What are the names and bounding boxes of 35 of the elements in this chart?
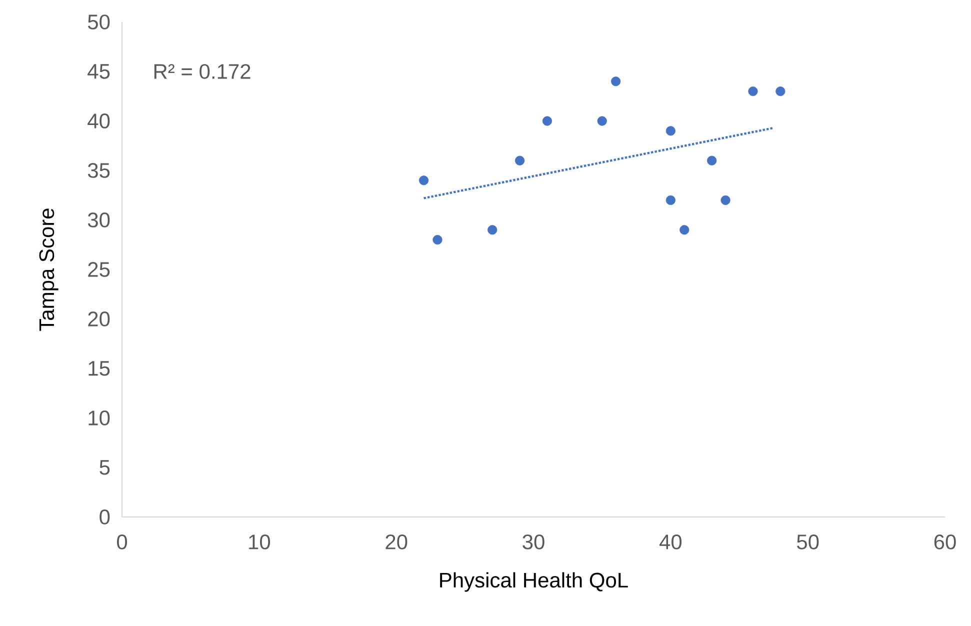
point (666, 195, 676, 205)
point (666, 126, 676, 136)
y-tick-label: 35 (88, 163, 110, 178)
y-tick-label: 45 (88, 64, 110, 79)
y-tick-label: 20 (88, 312, 110, 326)
x-axis-title: Physical Health QoL (440, 572, 628, 592)
y-tick-label: 25 (88, 262, 110, 277)
y-tick-label: 15 (88, 361, 110, 376)
y-tick-label: 40 (88, 114, 110, 128)
y-tick-label: 0 (100, 510, 110, 524)
point (680, 225, 690, 235)
point (748, 86, 758, 96)
point (707, 156, 717, 166)
x-tick-label: 40 (659, 534, 682, 550)
annotation: R² = 0.172 (154, 64, 250, 79)
point (514, 156, 525, 166)
y-tick-label: 5 (100, 460, 110, 475)
x-tick-label: 60 (934, 534, 956, 550)
point (720, 195, 730, 205)
point (418, 176, 429, 186)
x-tick-label: 50 (797, 534, 819, 550)
point (432, 234, 442, 245)
x-tick-label: 10 (249, 534, 270, 550)
point (542, 116, 552, 126)
y-axis-title: Tampa Score (39, 208, 58, 331)
point (488, 225, 498, 235)
point (597, 116, 607, 126)
y-tick-label: 30 (88, 212, 110, 228)
x-tick-label: 0 (116, 534, 128, 550)
y-tick-label: 10 (88, 410, 110, 426)
y-tick-label: 50 (88, 14, 110, 30)
point (776, 86, 786, 96)
x-tick-label: 30 (522, 534, 544, 550)
x-tick-label: 20 (386, 534, 408, 550)
point (611, 76, 621, 86)
